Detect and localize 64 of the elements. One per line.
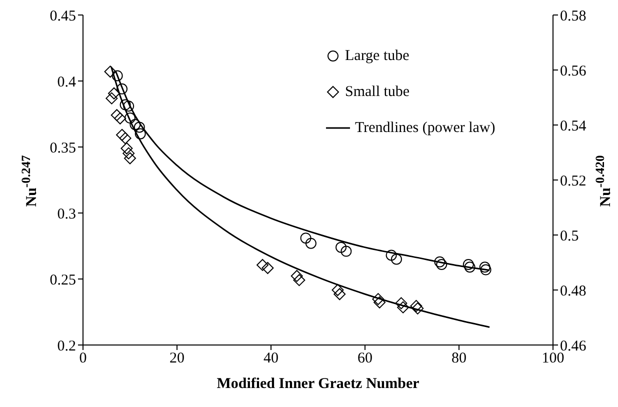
point [479,262,490,273]
y-tick-label: 0.35 [50,140,76,156]
point [122,147,135,160]
point [334,288,346,300]
point [134,122,145,133]
y2-tick-label: 0.52 [560,173,586,190]
y-tick-label: 0.4 [57,74,76,90]
y-tick-label: 0.2 [57,338,76,354]
point [108,87,120,100]
point [434,256,446,268]
point [293,274,306,286]
y2-tick-label: 0.48 [560,283,586,300]
point [123,100,134,112]
y2-tick-label: 0.5 [560,228,579,244]
point [395,297,408,310]
x-tick-label: 60 [358,350,372,367]
point [110,109,123,122]
y2-tick-label: 0.58 [560,8,586,24]
point [300,232,312,244]
x-tick-label: 20 [170,350,184,367]
point [106,92,118,104]
x-tick-label: 40 [264,350,278,367]
legend-label: Small tube [345,84,410,100]
point [336,242,347,253]
point [112,70,123,82]
point [114,112,126,124]
y-tick-label: 0.25 [50,272,76,288]
y-tick-label: 0.45 [50,8,76,24]
point [116,83,128,94]
point [372,293,384,306]
point [464,262,476,273]
x-tick-label: 0 [79,350,87,367]
point [332,284,344,296]
point [390,254,402,265]
point [410,300,422,312]
y2-tick-label: 0.54 [560,118,587,134]
x-axis-title: Modified Inner Graetz Number [216,376,420,393]
point [397,301,410,314]
point [305,238,316,249]
point [124,112,136,124]
point [256,258,269,271]
point [412,302,424,314]
point [130,119,141,130]
point [120,142,133,154]
point [462,258,474,270]
point [119,132,132,144]
point [340,246,352,257]
point [120,99,131,110]
point [436,258,448,270]
y-tick-label: 0.3 [57,206,76,222]
point [116,128,128,141]
point [386,250,397,261]
point [374,296,386,308]
point [124,152,136,164]
x-tick-label: 100 [542,350,564,367]
x-tick-label: 80 [452,350,466,367]
point [104,66,116,78]
point [480,264,492,276]
legend-label: Trendlines (power law) [355,120,496,136]
point [290,270,303,282]
point [262,262,274,274]
point [134,128,146,140]
legend-label: Large tube [345,48,410,64]
y2-tick-label: 0.56 [560,63,587,80]
